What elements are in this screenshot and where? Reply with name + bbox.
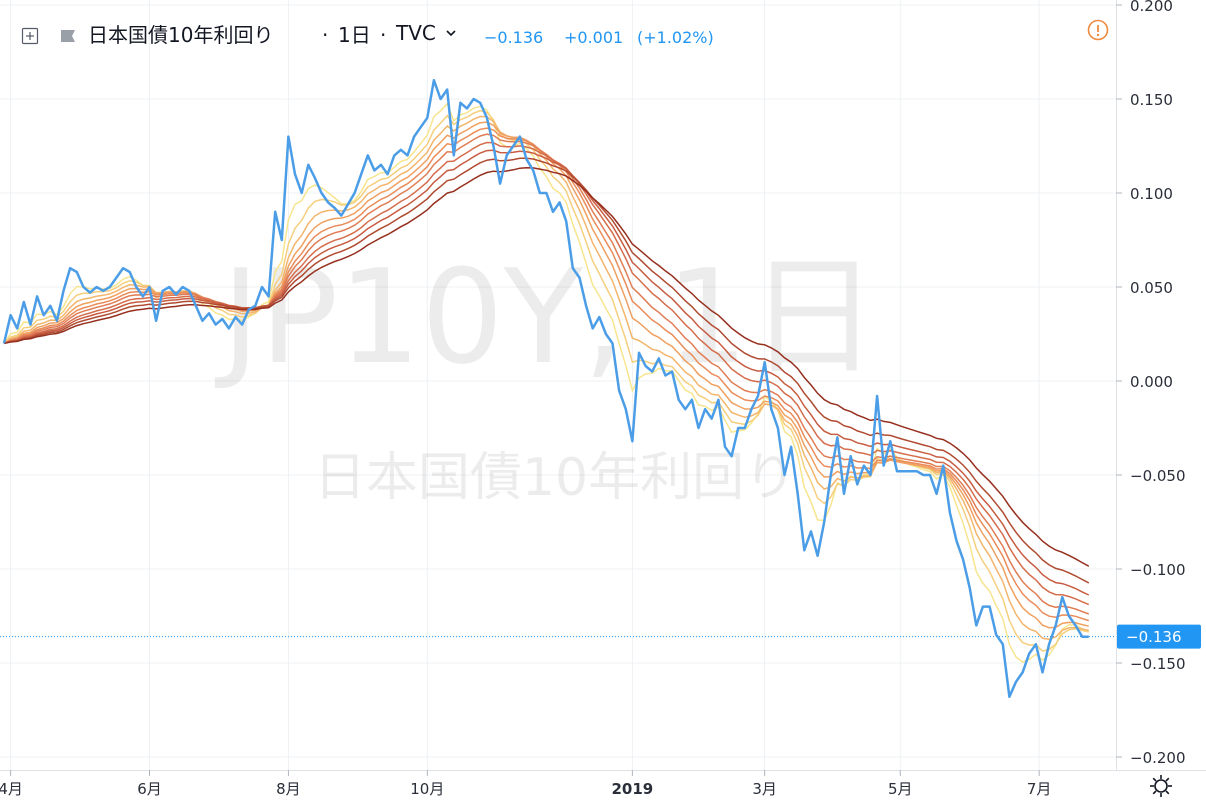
y-tick-label: 0.150: [1130, 91, 1173, 109]
symbol-name[interactable]: 日本国債10年利回り: [88, 23, 273, 47]
x-tick-label: 10月: [410, 780, 444, 798]
gear-icon[interactable]: [1150, 775, 1172, 797]
ema-ribbon-line[interactable]: [3, 141, 1090, 606]
ema-ribbon-line[interactable]: [3, 133, 1090, 615]
x-tick-label: 6月: [137, 780, 162, 798]
watermark-name: 日本国債10年利回り: [314, 448, 796, 508]
price-axis[interactable]: 0.200 0.150 0.100 0.050 0.000 −0.050 −0.100 −0.…: [1116, 0, 1186, 770]
time-axis[interactable]: 4月 6月 8月 10月 2019 3月 5月 7月: [0, 770, 1206, 798]
source-label[interactable]: TVC: [395, 21, 436, 45]
plus-square-icon[interactable]: [21, 27, 39, 45]
x-tick-label: 7月: [1027, 780, 1052, 798]
y-tick-label: −0.150: [1130, 655, 1186, 673]
y-tick-label: −0.100: [1130, 561, 1186, 579]
x-tick-label: 5月: [888, 780, 913, 798]
price-line-series[interactable]: [2, 78, 1089, 699]
watermark: JP10Y, 1日 日本国債10年利回り: [215, 241, 879, 508]
ma-ribbon[interactable]: [3, 102, 1090, 663]
grid: [0, 0, 1116, 770]
last-value: −0.136: [484, 28, 543, 47]
change-value: +0.001: [564, 28, 623, 47]
y-tick-label: 0.050: [1130, 279, 1173, 297]
x-tick-label: 4月: [0, 780, 23, 798]
y-tick-label: 0.100: [1130, 185, 1173, 203]
y-tick-label: 0.200: [1130, 0, 1173, 15]
flag-icon[interactable]: [61, 30, 75, 42]
interval-label[interactable]: 1日: [338, 23, 371, 47]
legend[interactable]: 日本国債10年利回り · 1日 · TVC −0.136 +0.001 (+1.…: [21, 21, 714, 47]
x-tick-labels: 4月 6月 8月 10月 2019 3月 5月 7月: [0, 770, 1051, 798]
x-tick-label: 3月: [752, 780, 777, 798]
legend-separator: ·: [322, 23, 328, 47]
alert-circle-icon[interactable]: [1087, 19, 1109, 41]
y-tick-labels: 0.200 0.150 0.100 0.050 0.000 −0.050 −0.100 −0.…: [1116, 0, 1186, 767]
last-price-tag: −0.136: [1117, 624, 1201, 649]
x-tick-label: 8月: [276, 780, 301, 798]
x-tick-label: 2019: [611, 780, 653, 798]
legend-separator: ·: [380, 23, 386, 47]
price-tag-background: [1117, 624, 1201, 649]
change-percent: (+1.02%): [637, 28, 714, 47]
ema-ribbon-line[interactable]: [3, 157, 1090, 584]
ema-ribbon-line[interactable]: [3, 166, 1090, 567]
y-tick-label: 0.000: [1130, 373, 1173, 391]
y-tick-label: −0.050: [1130, 467, 1186, 485]
ema-ribbon-line[interactable]: [3, 149, 1090, 596]
chevron-down-icon[interactable]: [446, 30, 456, 37]
price-tag-label: −0.136: [1126, 628, 1182, 646]
y-tick-label: −0.200: [1130, 749, 1186, 767]
